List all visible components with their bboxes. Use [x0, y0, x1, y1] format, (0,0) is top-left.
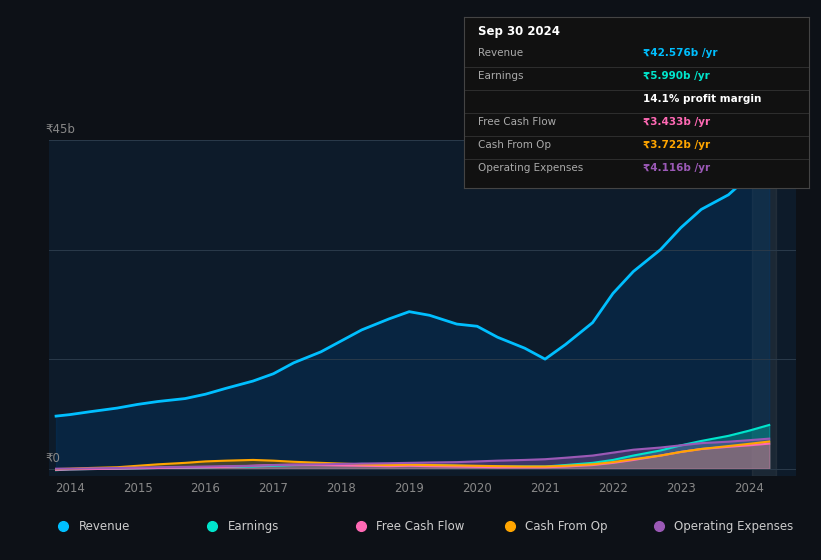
Text: Earnings: Earnings — [227, 520, 279, 533]
Text: ₹45b: ₹45b — [45, 123, 76, 136]
Bar — [752, 140, 776, 476]
Text: Sep 30 2024: Sep 30 2024 — [478, 25, 560, 38]
Text: ₹5.990b /yr: ₹5.990b /yr — [643, 71, 710, 81]
Text: ₹3.722b /yr: ₹3.722b /yr — [643, 140, 710, 150]
Text: 14.1% profit margin: 14.1% profit margin — [643, 94, 762, 104]
Text: Free Cash Flow: Free Cash Flow — [478, 116, 556, 127]
Text: Cash From Op: Cash From Op — [478, 140, 551, 150]
Text: Operating Expenses: Operating Expenses — [478, 163, 583, 173]
Text: Earnings: Earnings — [478, 71, 523, 81]
Text: Cash From Op: Cash From Op — [525, 520, 608, 533]
Text: Revenue: Revenue — [79, 520, 130, 533]
Text: ₹42.576b /yr: ₹42.576b /yr — [643, 48, 718, 58]
Text: ₹4.116b /yr: ₹4.116b /yr — [643, 163, 710, 173]
Text: Revenue: Revenue — [478, 48, 523, 58]
Text: ₹3.433b /yr: ₹3.433b /yr — [643, 116, 710, 127]
Text: ₹0: ₹0 — [45, 452, 61, 465]
Text: Operating Expenses: Operating Expenses — [674, 520, 793, 533]
Text: Free Cash Flow: Free Cash Flow — [377, 520, 465, 533]
